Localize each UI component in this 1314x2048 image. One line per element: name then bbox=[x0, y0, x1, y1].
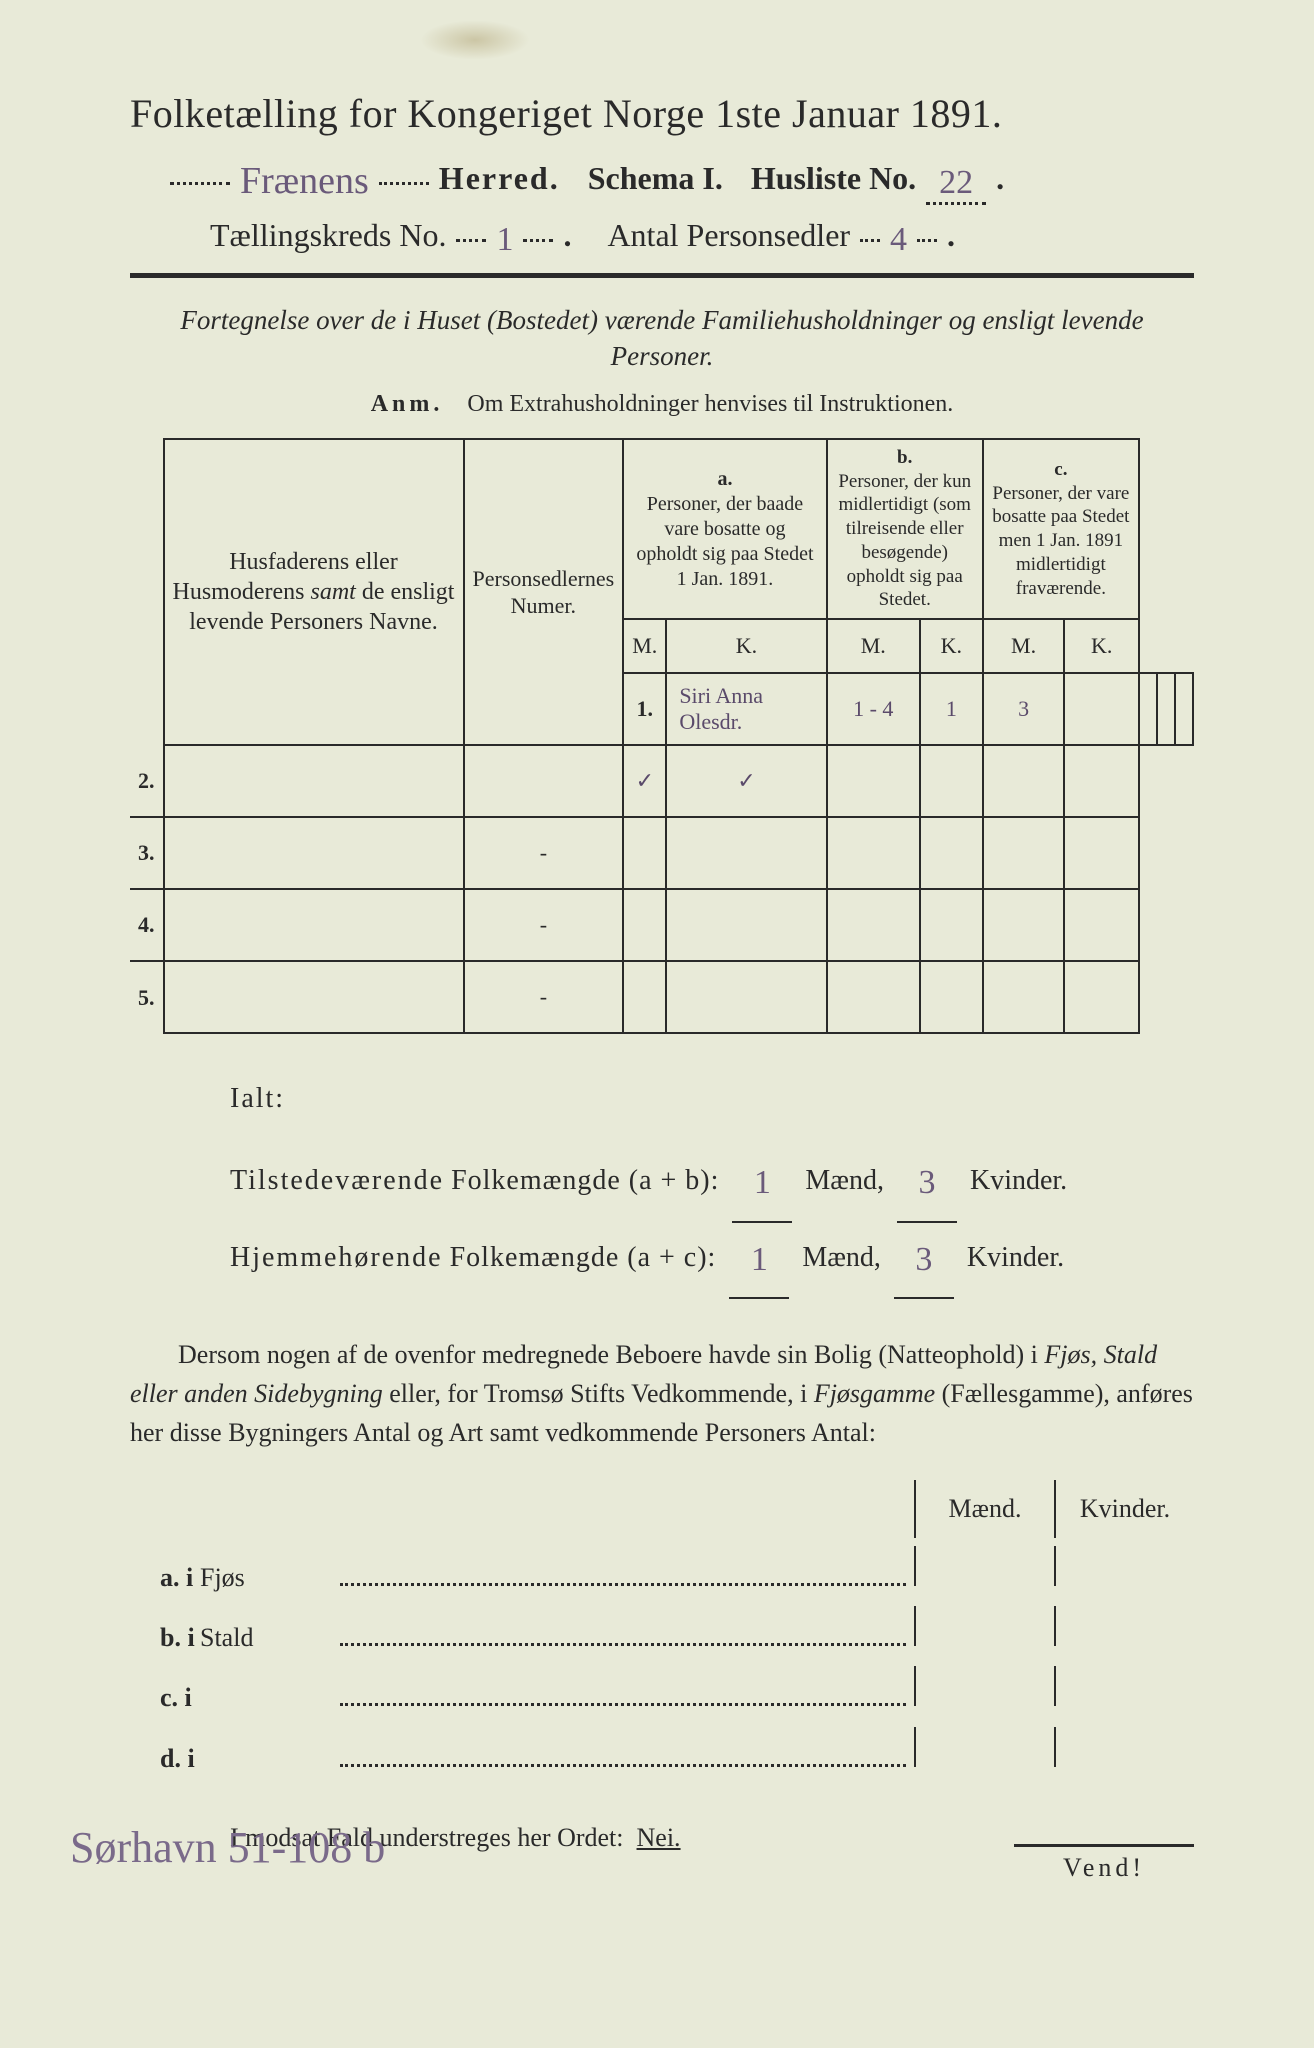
antal-label: Antal Personsedler bbox=[607, 217, 850, 254]
sb-head-m: Mænd. bbox=[914, 1480, 1054, 1537]
antal-value: 4 bbox=[890, 221, 907, 259]
header-line-2: Frænens Herred. Schema I. Husliste No. 2… bbox=[130, 155, 1194, 201]
col-num-header: Personsedlernes Numer. bbox=[464, 439, 624, 745]
header-line-3: Tællingskreds No. 1 . Antal Personsedler… bbox=[130, 217, 1194, 255]
sb-row: a. i Fjøs bbox=[130, 1546, 1194, 1602]
herred-value: Frænens bbox=[240, 159, 369, 203]
col-a-header: a.Personer, der baade vare bosatte og op… bbox=[623, 439, 826, 619]
pencil-note: Sørhavn 51-108 b bbox=[70, 1822, 385, 1873]
herred-label: Herred. bbox=[439, 160, 560, 196]
col-b-header: b.Personer, der kun midlertidigt (som ti… bbox=[827, 439, 983, 619]
sb-head-k: Kvinder. bbox=[1054, 1480, 1194, 1537]
col-a-k: K. bbox=[666, 619, 826, 673]
anm-text: Om Extrahusholdninger henvises til Instr… bbox=[467, 391, 953, 417]
col-a-m: M. bbox=[623, 619, 666, 673]
col-c-k: K. bbox=[1064, 619, 1139, 673]
col-b-k: K. bbox=[920, 619, 983, 673]
husliste-label: Husliste No. bbox=[751, 160, 916, 196]
table-row: 4. - bbox=[130, 889, 1193, 961]
table-row: 3. - bbox=[130, 817, 1193, 889]
col-c-m: M. bbox=[983, 619, 1065, 673]
present-k: 3 bbox=[897, 1146, 957, 1223]
nei-word: Nei. bbox=[637, 1823, 681, 1852]
name-cell: Siri Anna Olesdr. bbox=[666, 673, 826, 745]
vend-label: Vend! bbox=[1014, 1844, 1194, 1883]
table-row: 5. - bbox=[130, 961, 1193, 1033]
col-names-header: Husfaderens eller Husmoderens samt de en… bbox=[164, 439, 464, 745]
table-row: 2. ✓ ✓ bbox=[130, 745, 1193, 817]
divider bbox=[130, 273, 1194, 278]
sidebygning-paragraph: Dersom nogen af de ovenfor medregnede Be… bbox=[130, 1335, 1194, 1452]
schema-label: Schema I. bbox=[588, 160, 723, 196]
page-title: Folketælling for Kongeriget Norge 1ste J… bbox=[130, 90, 1194, 137]
paper-stain bbox=[420, 20, 530, 60]
household-table: Husfaderens eller Husmoderens samt de en… bbox=[130, 438, 1194, 1034]
census-form: Folketælling for Kongeriget Norge 1ste J… bbox=[130, 90, 1194, 1853]
sb-row: b. i Stald bbox=[130, 1606, 1194, 1662]
outbuilding-table: Mænd. Kvinder. a. i Fjøs b. i Stald c. i… bbox=[130, 1480, 1194, 1783]
anm-line: Anm. Om Extrahusholdninger henvises til … bbox=[130, 391, 1194, 418]
col-b-m: M. bbox=[827, 619, 920, 673]
husliste-value: 22 bbox=[926, 164, 986, 205]
resident-k: 3 bbox=[894, 1223, 954, 1300]
col-c-header: c.Personer, der vare bosatte paa Stedet … bbox=[983, 439, 1139, 619]
totals-block: Ialt: Tilstedeværende Folkemængde (a + b… bbox=[130, 1068, 1194, 1295]
kreds-value: 1 bbox=[496, 221, 513, 259]
resident-m: 1 bbox=[729, 1223, 789, 1300]
sb-row: c. i bbox=[130, 1666, 1194, 1722]
subtitle: Fortegnelse over de i Huset (Bostedet) v… bbox=[130, 302, 1194, 375]
sb-row: d. i bbox=[130, 1727, 1194, 1783]
ialt-label: Ialt: bbox=[230, 1068, 1194, 1130]
kreds-label: Tællingskreds No. bbox=[210, 217, 446, 254]
anm-label: Anm. bbox=[371, 391, 444, 417]
present-m: 1 bbox=[732, 1146, 792, 1223]
